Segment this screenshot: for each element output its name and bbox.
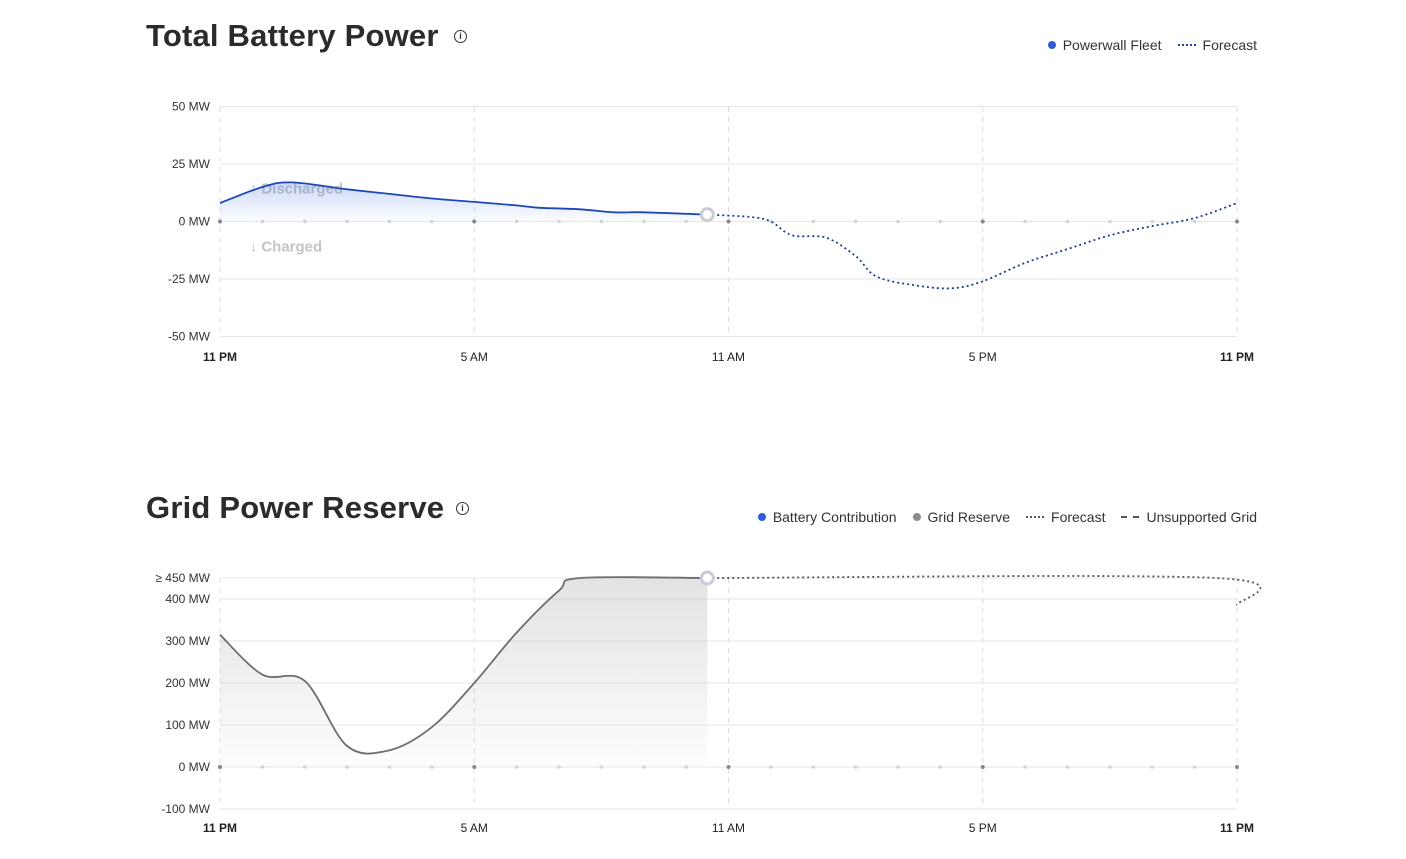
y-tick-label: 25 MW xyxy=(172,157,211,171)
hour-dot xyxy=(1108,765,1112,769)
hour-dot xyxy=(938,219,943,224)
y-tick-label: 0 MW xyxy=(179,760,211,774)
hour-dot xyxy=(1235,219,1239,224)
legend-item-fleet[interactable]: Powerwall Fleet xyxy=(1047,37,1162,53)
hour-dot xyxy=(769,765,773,769)
series-area xyxy=(220,577,708,767)
series-line-forecast xyxy=(707,202,1238,290)
info-icon[interactable]: i xyxy=(456,502,469,515)
y-tick-label: -100 MW xyxy=(161,802,210,816)
legend: Battery Contribution Grid Reserve Foreca… xyxy=(757,509,1257,525)
y-tick-label: -50 MW xyxy=(168,330,211,344)
x-tick-label: 5 AM xyxy=(461,821,488,835)
annotation-charged: ↓ Charged xyxy=(250,239,323,256)
legend-dot-icon xyxy=(757,513,766,521)
y-tick-label: 400 MW xyxy=(165,592,210,606)
legend-label: Battery Contribution xyxy=(772,509,897,525)
legend-dotted-line-icon xyxy=(1177,44,1196,46)
x-tick-label: 5 PM xyxy=(969,821,997,835)
hour-dot xyxy=(938,765,943,769)
chart-title: Total Battery Power xyxy=(146,18,439,53)
hour-dot xyxy=(1150,219,1155,224)
hour-dot xyxy=(896,219,900,224)
legend-item-unsupported-grid[interactable]: Unsupported Grid xyxy=(1121,509,1257,525)
hour-dot xyxy=(1023,765,1027,769)
y-tick-label: 300 MW xyxy=(165,634,210,648)
hour-dot xyxy=(726,219,731,224)
info-icon[interactable]: i xyxy=(454,30,467,43)
hour-dot xyxy=(811,219,816,224)
hour-dot xyxy=(726,765,731,769)
series-line-grid-reserve xyxy=(219,576,708,755)
series-line-powerwall-fleet xyxy=(219,181,708,216)
legend-label: Grid Reserve xyxy=(927,509,1011,525)
y-tick-label: 200 MW xyxy=(165,676,210,690)
legend-item-battery-contribution[interactable]: Battery Contribution xyxy=(757,509,897,525)
current-time-marker xyxy=(699,207,715,223)
legend-label: Unsupported Grid xyxy=(1146,509,1257,525)
legend-dashed-line-icon xyxy=(1121,516,1140,518)
legend-item-forecast[interactable]: Forecast xyxy=(1177,37,1257,53)
battery-power-chart: 50 MW 25 MW 0 MW -25 MW -50 MW 11 PM 5 AM 11 AM… xyxy=(168,100,1254,365)
hour-dot xyxy=(1065,765,1070,769)
legend-item-forecast[interactable]: Forecast xyxy=(1026,509,1105,525)
hour-dot xyxy=(811,765,816,769)
legend-dotted-line-icon xyxy=(1026,516,1045,518)
hour-dot xyxy=(1150,765,1155,769)
legend-dot-icon xyxy=(912,513,921,521)
hour-dot xyxy=(853,765,858,769)
legend-label: Forecast xyxy=(1202,37,1257,53)
x-tick-label: 11 AM xyxy=(712,350,745,364)
legend-item-grid-reserve[interactable]: Grid Reserve xyxy=(912,509,1011,525)
hour-dot xyxy=(980,765,985,769)
hour-dot xyxy=(1192,219,1197,224)
legend: Powerwall Fleet Forecast xyxy=(1047,37,1257,53)
y-tick-label: 50 MW xyxy=(172,100,211,114)
y-tick-label: -25 MW xyxy=(168,272,211,286)
battery-power-panel: Total Battery Power i Powerwall Fleet Fo… xyxy=(0,0,1406,400)
hour-dot xyxy=(853,219,858,224)
x-tick-label: 11 PM xyxy=(203,821,237,835)
hour-dot xyxy=(1192,765,1197,769)
y-tick-label: 100 MW xyxy=(165,718,210,732)
current-time-marker xyxy=(699,570,715,586)
x-tick-label: 5 PM xyxy=(969,350,997,364)
legend-dot-icon xyxy=(1047,41,1056,49)
hour-dot xyxy=(1023,219,1027,224)
x-tick-label: 11 AM xyxy=(712,821,745,835)
x-tick-label: 11 PM xyxy=(1220,821,1254,835)
legend-label: Powerwall Fleet xyxy=(1062,37,1162,53)
x-tick-label: 11 PM xyxy=(1220,350,1254,364)
hour-dot xyxy=(1108,219,1112,224)
series-line-forecast xyxy=(707,575,1262,607)
hour-dot xyxy=(1065,219,1070,224)
y-tick-label: 0 MW xyxy=(179,215,211,229)
hour-dot xyxy=(980,219,985,224)
x-tick-label: 5 AM xyxy=(461,350,488,364)
x-tick-label: 11 PM xyxy=(203,350,237,364)
hour-dot xyxy=(896,765,900,769)
hour-dot xyxy=(1235,765,1239,769)
legend-label: Forecast xyxy=(1051,509,1106,525)
chart-title: Grid Power Reserve xyxy=(146,490,445,525)
y-tick-label: ≥ 450 MW xyxy=(155,571,210,585)
